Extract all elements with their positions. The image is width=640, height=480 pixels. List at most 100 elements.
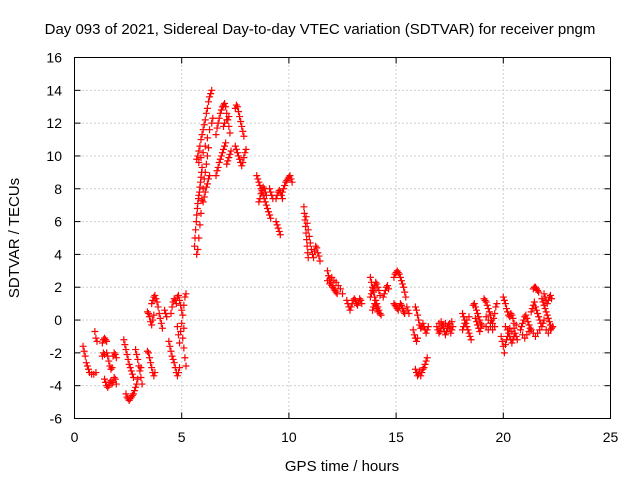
data-point: [103, 337, 111, 345]
data-point: [111, 375, 119, 383]
data-point: [181, 293, 189, 301]
data-point: [137, 364, 145, 372]
data-point: [144, 349, 152, 357]
data-point: [105, 382, 113, 390]
data-point: [225, 113, 233, 121]
data-point: [512, 332, 520, 340]
data-point: [215, 159, 223, 167]
data-point: [98, 339, 106, 347]
data-point: [168, 352, 176, 360]
data-point: [410, 331, 418, 339]
data-point: [307, 245, 315, 253]
data-point: [262, 201, 270, 209]
data-point: [371, 300, 379, 308]
data-point: [203, 152, 211, 160]
data-point: [423, 354, 431, 362]
data-point: [223, 160, 231, 168]
data-point: [176, 364, 184, 372]
data-point: [267, 214, 275, 222]
data-point: [174, 369, 182, 377]
data-point: [442, 328, 450, 336]
data-point: [459, 309, 467, 317]
y-axis-label: SDTVAR / TECUs: [6, 178, 23, 298]
data-point: [409, 326, 417, 334]
data-point: [486, 319, 494, 327]
data-point: [199, 126, 207, 134]
data-point: [530, 298, 538, 306]
data-point: [277, 191, 285, 199]
data-point: [544, 296, 552, 304]
data-point: [233, 103, 241, 111]
data-point: [152, 295, 160, 303]
data-point: [205, 144, 212, 152]
data-point: [473, 306, 480, 314]
data-point: [224, 157, 232, 165]
data-point: [120, 336, 128, 344]
data-point: [237, 117, 245, 125]
data-point: [146, 354, 154, 362]
data-point: [143, 308, 151, 316]
data-point: [288, 178, 296, 186]
data-point: [107, 365, 115, 373]
data-point: [191, 242, 199, 250]
data-point: [201, 142, 209, 150]
data-point: [147, 359, 155, 367]
data-point: [112, 354, 120, 362]
data-point: [255, 198, 263, 206]
data-point: [153, 298, 161, 306]
data-point: [202, 183, 210, 191]
data-point: [91, 328, 99, 336]
data-point: [150, 311, 158, 319]
data-point: [302, 213, 310, 221]
data-point: [233, 149, 241, 157]
data-point: [465, 313, 473, 321]
data-point: [156, 314, 164, 322]
data-point: [390, 273, 398, 281]
data-point: [305, 232, 313, 240]
data-point: [216, 155, 224, 163]
data-point: [192, 218, 200, 226]
data-point: [394, 268, 402, 276]
data-point: [218, 149, 226, 157]
data-point: [448, 318, 456, 326]
data-point: [174, 291, 182, 299]
data-point: [549, 323, 557, 331]
data-point: [411, 303, 419, 311]
data-point: [253, 172, 261, 180]
data-point: [501, 341, 509, 349]
data-point: [170, 359, 178, 367]
data-point: [422, 357, 430, 365]
data-point: [412, 306, 420, 314]
data-point: [133, 351, 141, 359]
data-point: [485, 308, 493, 316]
data-point: [414, 334, 422, 342]
data-point: [484, 305, 492, 313]
data-point: [255, 178, 263, 186]
data-point: [375, 287, 383, 295]
data-point: [370, 285, 378, 293]
data-point: [206, 93, 214, 101]
data-point: [527, 308, 535, 316]
data-point: [478, 321, 486, 329]
data-point: [477, 324, 485, 332]
data-point: [483, 301, 491, 309]
y-tick-label: 2: [54, 279, 62, 295]
data-point: [312, 242, 320, 250]
y-tick-label: 16: [46, 50, 62, 66]
data-point: [421, 360, 429, 368]
data-point: [238, 162, 246, 170]
data-point: [459, 326, 467, 334]
data-point: [548, 324, 556, 332]
data-point: [196, 183, 204, 191]
data-point: [343, 296, 351, 304]
data-point: [538, 295, 546, 303]
data-point: [346, 306, 354, 314]
grid-lines: [74, 57, 611, 419]
data-point: [239, 127, 247, 135]
y-tick-labels: -6 -4 -2 0 2 4 6 8 10 12 14 16: [46, 50, 62, 427]
data-point: [372, 278, 380, 286]
data-point: [507, 309, 515, 317]
data-point: [125, 360, 133, 368]
data-point: [121, 341, 129, 349]
data-point: [182, 362, 190, 370]
